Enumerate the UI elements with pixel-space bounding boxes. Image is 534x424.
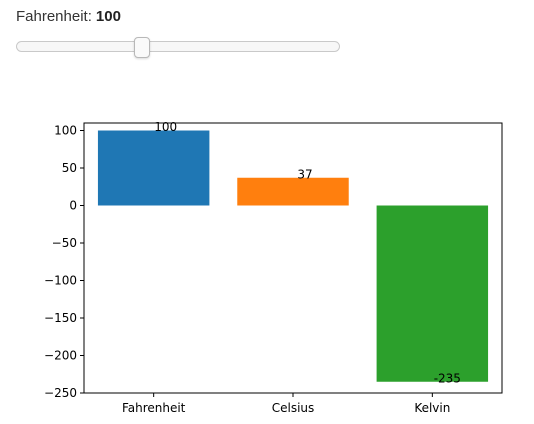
y-tick-label: −250 (44, 386, 77, 400)
x-tick-label: Kelvin (414, 401, 450, 415)
y-tick-label: −150 (44, 311, 77, 325)
y-tick-label: −50 (52, 236, 77, 250)
slider-label: Fahrenheit: 100 (16, 8, 121, 25)
y-tick-label: 100 (54, 124, 77, 138)
x-tick-label: Fahrenheit (122, 401, 186, 415)
bar-fahrenheit (97, 130, 210, 206)
slider-value: 100 (95, 8, 121, 25)
y-tick-label: −100 (44, 274, 77, 288)
slider-label-text: Fahrenheit: (16, 8, 92, 25)
y-tick-label: −200 (44, 349, 77, 363)
slider-track[interactable] (16, 41, 340, 52)
data-label-celsius: 37 (297, 167, 312, 181)
y-tick-label: 0 (69, 199, 77, 213)
y-tick-label: 50 (62, 161, 77, 175)
x-tick-label: Celsius (272, 401, 315, 415)
bar-celsius (237, 177, 349, 206)
data-label-kelvin: -235 (434, 371, 461, 385)
data-label-fahrenheit: 100 (154, 120, 177, 134)
slider-thumb[interactable] (134, 37, 150, 58)
bar-kelvin (376, 205, 489, 382)
